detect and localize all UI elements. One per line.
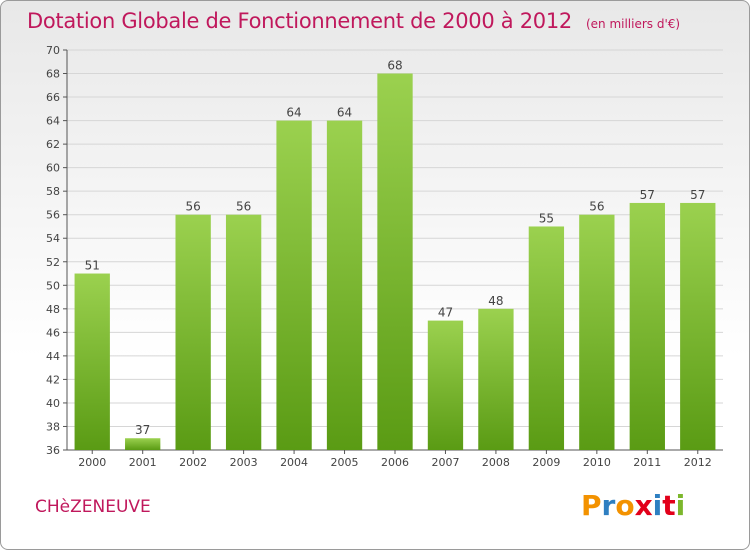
y-tick-label: 38: [46, 420, 60, 433]
y-tick-label: 70: [46, 44, 60, 57]
bar-value-label: 56: [589, 200, 604, 214]
logo-letter: i: [675, 489, 686, 522]
bar-2003: [225, 214, 262, 450]
bar-value-label: 37: [135, 423, 150, 437]
bar-value-label: 47: [438, 306, 453, 320]
y-tick-label: 66: [46, 91, 60, 104]
bar-value-label: 68: [387, 59, 402, 73]
x-tick-label: 2009: [532, 456, 560, 469]
bar-value-label: 56: [236, 200, 251, 214]
y-tick-label: 46: [46, 326, 60, 339]
bar-2011: [629, 202, 665, 450]
bar-2001: [125, 438, 161, 450]
x-tick-label: 2007: [431, 456, 459, 469]
y-tick-label: 60: [46, 162, 60, 175]
bar-layer: [74, 73, 716, 451]
logo-letter: o: [615, 489, 635, 522]
x-tick-label: 2003: [230, 456, 258, 469]
bar-2000: [74, 273, 110, 450]
logo-letter: x: [634, 489, 653, 522]
y-tick-label: 56: [46, 209, 60, 222]
y-tick-label: 44: [46, 350, 60, 363]
logo-letter: t: [662, 489, 676, 522]
y-tick-label: 62: [46, 138, 60, 151]
y-tick-label: 58: [46, 185, 60, 198]
bar-2009: [528, 226, 565, 450]
y-tick-label: 50: [46, 279, 60, 292]
title-text: Dotation Globale de Fonctionnement de 20…: [27, 9, 572, 33]
x-tick-label: 2004: [280, 456, 308, 469]
bar-value-label: 48: [488, 294, 503, 308]
bar-value-label: 55: [539, 211, 554, 225]
y-tick-label: 36: [46, 444, 60, 457]
bar-2002: [175, 214, 211, 450]
x-tick-label: 2001: [129, 456, 157, 469]
bar-value-label: 64: [286, 106, 301, 120]
bar-2012: [680, 202, 716, 450]
y-tick-label: 68: [46, 68, 60, 81]
bar-value-label: 51: [85, 259, 100, 273]
bar-value-label: 56: [186, 200, 201, 214]
x-tick-label: 2000: [78, 456, 106, 469]
bar-2010: [579, 214, 615, 450]
chart-title: Dotation Globale de Fonctionnement de 20…: [27, 9, 680, 33]
x-tick-label: 2002: [179, 456, 207, 469]
proxiti-logo: Proxiti: [581, 489, 685, 522]
bar-2005: [326, 120, 363, 451]
label-layer: 51 37 56 56 64 64 68 47 48 55 56 57 57: [85, 59, 706, 438]
logo-letter: i: [652, 489, 663, 522]
x-tick-label: 2011: [633, 456, 661, 469]
x-tick-label: 2006: [381, 456, 409, 469]
bar-value-label: 64: [337, 106, 352, 120]
y-tick-label: 40: [46, 397, 60, 410]
bar-value-label: 57: [640, 188, 655, 202]
commune-name: CHèZENEUVE: [35, 497, 151, 517]
bar-2007: [427, 320, 464, 450]
bar-2004: [276, 120, 312, 451]
x-tick-label: 2008: [482, 456, 510, 469]
chart-subtitle: (en milliers d'€): [585, 17, 681, 31]
x-tick-label: 2010: [583, 456, 611, 469]
x-tick-label: 2012: [684, 456, 712, 469]
y-tick-label: 42: [46, 373, 60, 386]
y-tick-label: 52: [46, 256, 60, 269]
logo-letter: r: [601, 489, 616, 522]
bar-2008: [478, 308, 514, 450]
y-tick-label: 64: [46, 115, 60, 128]
bar-2006: [377, 73, 413, 450]
logo-letter: P: [581, 489, 602, 522]
bar-value-label: 57: [690, 188, 705, 202]
x-tick-label: 2005: [331, 456, 359, 469]
y-tick-label: 54: [46, 232, 60, 245]
y-tick-label: 48: [46, 303, 60, 316]
